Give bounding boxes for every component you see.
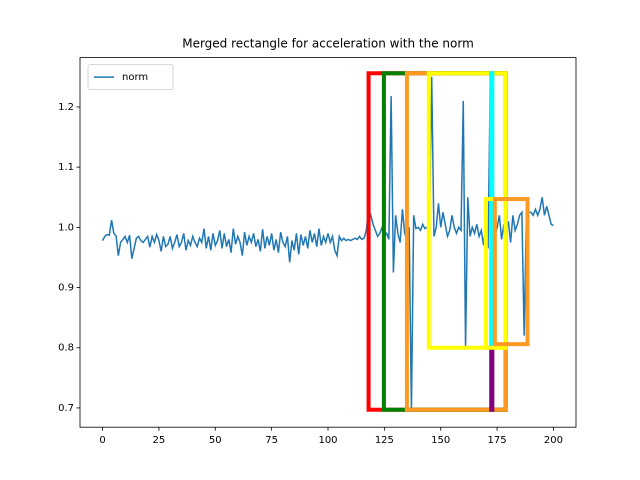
y-tick-label: 0.8 [58,343,74,354]
x-tick-label: 50 [209,435,222,446]
y-tick-label: 0.7 [58,403,74,414]
chart-title: Merged rectangle for acceleration with t… [182,37,474,51]
rectangle [489,71,495,350]
y-tick-label: 1.1 [58,162,74,173]
x-tick-label: 150 [431,435,450,446]
plot-frame [79,57,577,428]
y-tick-label: 1.0 [58,222,74,233]
x-tick-label: 25 [153,435,166,446]
x-tick-label: 100 [318,435,337,446]
y-tick-label: 1.2 [58,102,74,113]
y-tick-label: 0.9 [58,283,74,294]
line-series [101,76,554,411]
rectangle [492,197,530,347]
x-tick-label: 75 [265,435,278,446]
x-tick-label: 125 [375,435,394,446]
rectangle [489,345,495,412]
x-tick-label: 200 [544,435,563,446]
legend-label: norm [122,72,148,83]
legend-box [87,64,174,90]
x-tick-label: 175 [488,435,507,446]
x-tick-label: 0 [99,435,105,446]
